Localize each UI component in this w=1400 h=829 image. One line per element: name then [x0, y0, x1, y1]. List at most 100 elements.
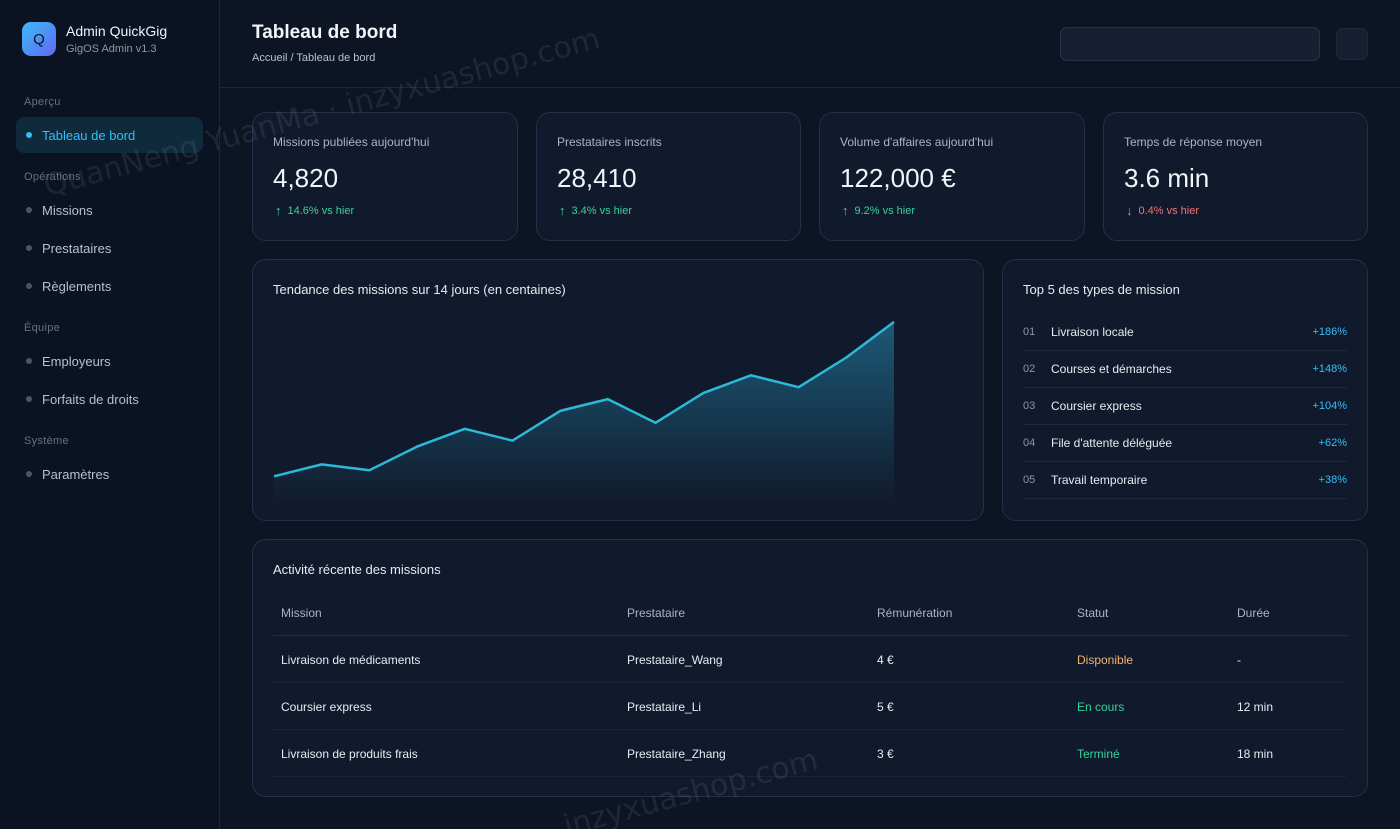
arrow-up-icon: ↑: [275, 203, 282, 218]
breadcrumb[interactable]: Accueil / Tableau de bord: [252, 52, 376, 64]
kpi-card-volume: Volume d'affaires aujourd'hui 122,000 € …: [819, 112, 1085, 241]
activity-card: Activité récente des missions Mission Pr…: [252, 539, 1368, 797]
cell-remuneration: 3 €: [877, 747, 894, 761]
kpi-change-text: 14.6% vs hier: [287, 204, 355, 217]
bullet-icon: [26, 358, 32, 364]
type-growth: +62%: [1318, 437, 1347, 449]
bullet-icon: [26, 471, 32, 477]
type-name: Travail temporaire: [1051, 473, 1148, 487]
sidebar-item-parametres[interactable]: Paramètres: [16, 456, 203, 492]
status-badge: En cours: [1077, 700, 1125, 714]
cell-prestataire: Prestataire_Li: [627, 700, 702, 714]
trend-chart: [273, 320, 895, 505]
kpi-value: 4,820: [273, 163, 339, 193]
sidebar-item-label: Règlements: [42, 278, 112, 294]
column-header-mission[interactable]: Mission: [281, 606, 322, 620]
kpi-change-text: 3.4% vs hier: [571, 204, 633, 217]
list-item[interactable]: 05 Travail temporaire +38%: [1023, 462, 1347, 499]
cell-mission: Coursier express: [281, 700, 372, 714]
kpi-label: Temps de réponse moyen: [1124, 135, 1263, 149]
kpi-label: Missions publiées aujourd'hui: [273, 135, 430, 149]
status-badge: Terminé: [1077, 747, 1120, 761]
column-header-statut[interactable]: Statut: [1077, 606, 1109, 620]
sidebar-item-label: Prestataires: [42, 240, 112, 256]
arrow-down-icon: ↓: [1126, 203, 1133, 218]
cell-remuneration: 5 €: [877, 700, 894, 714]
type-name: File d'attente déléguée: [1051, 436, 1173, 450]
column-header-remuneration[interactable]: Rémunération: [877, 606, 953, 620]
cell-mission: Livraison de médicaments: [281, 653, 421, 667]
kpi-value: 3.6 min: [1124, 163, 1210, 193]
search-input[interactable]: [1060, 27, 1320, 61]
column-header-prestataire[interactable]: Prestataire: [627, 606, 686, 620]
bullet-icon: [26, 207, 32, 213]
type-name: Coursier express: [1051, 399, 1142, 413]
page-header: Tableau de bord Accueil / Tableau de bor…: [220, 0, 1400, 88]
kpi-change: ↑ 3.4% vs hier: [559, 203, 632, 218]
sidebar-item-tableau-de-bord[interactable]: Tableau de bord: [16, 117, 203, 153]
list-item[interactable]: 04 File d'attente déléguée +62%: [1023, 425, 1347, 462]
sidebar: Q Admin QuickGig GigOS Admin v1.3 Aperçu…: [0, 0, 220, 829]
cell-mission: Livraison de produits frais: [281, 747, 418, 761]
nav-section-apercu: Aperçu: [24, 96, 61, 108]
status-badge: Disponible: [1077, 653, 1134, 667]
header-action-button[interactable]: [1336, 28, 1368, 60]
activity-title: Activité récente des missions: [273, 562, 441, 577]
sidebar-item-label: Missions: [42, 202, 93, 218]
type-name: Livraison locale: [1051, 325, 1134, 339]
sidebar-item-missions[interactable]: Missions: [16, 192, 203, 228]
type-growth: +186%: [1312, 326, 1347, 338]
rank: 05: [1023, 474, 1036, 486]
type-growth: +38%: [1318, 474, 1347, 486]
sidebar-item-label: Employeurs: [42, 353, 111, 369]
arrow-up-icon: ↑: [559, 203, 566, 218]
brand-subtitle: GigOS Admin v1.3: [66, 43, 157, 55]
page-title: Tableau de bord: [252, 22, 398, 43]
sidebar-item-forfaits-de-droits[interactable]: Forfaits de droits: [16, 381, 203, 417]
trend-line: [273, 320, 895, 478]
type-growth: +148%: [1312, 363, 1347, 375]
kpi-change: ↓ 0.4% vs hier: [1126, 203, 1199, 218]
cell-duree: 12 min: [1237, 700, 1274, 714]
nav-section-operations: Opérations: [24, 171, 81, 183]
brand[interactable]: Q Admin QuickGig GigOS Admin v1.3: [22, 22, 167, 56]
rank: 01: [1023, 326, 1036, 338]
list-item[interactable]: 02 Courses et démarches +148%: [1023, 351, 1347, 388]
kpi-value: 122,000 €: [840, 163, 956, 193]
kpi-label: Volume d'affaires aujourd'hui: [840, 135, 994, 149]
kpi-card-temps-reponse: Temps de réponse moyen 3.6 min ↓ 0.4% vs…: [1103, 112, 1368, 241]
cell-remuneration: 4 €: [877, 653, 894, 667]
cell-duree: 18 min: [1237, 747, 1274, 761]
kpi-change: ↑ 9.2% vs hier: [842, 203, 915, 218]
bullet-icon: [26, 132, 32, 138]
cell-prestataire: Prestataire_Wang: [627, 653, 723, 667]
rank: 04: [1023, 437, 1036, 449]
kpi-card-prestataires: Prestataires inscrits 28,410 ↑ 3.4% vs h…: [536, 112, 801, 241]
cell-prestataire: Prestataire_Zhang: [627, 747, 726, 761]
arrow-up-icon: ↑: [842, 203, 849, 218]
list-item[interactable]: 03 Coursier express +104%: [1023, 388, 1347, 425]
type-growth: +104%: [1312, 400, 1347, 412]
sidebar-item-label: Forfaits de droits: [42, 391, 139, 407]
table-row[interactable]: Livraison de produits frais Prestataire_…: [273, 730, 1347, 777]
table-row[interactable]: Livraison de médicaments Prestataire_Wan…: [273, 636, 1347, 683]
sidebar-item-reglements[interactable]: Règlements: [16, 268, 203, 304]
top-types-card: Top 5 des types de mission 01 Livraison …: [1002, 259, 1368, 521]
column-header-duree[interactable]: Durée: [1237, 606, 1270, 620]
rank: 03: [1023, 400, 1036, 412]
bullet-icon: [26, 283, 32, 289]
table-row[interactable]: Coursier express Prestataire_Li 5 € En c…: [273, 683, 1347, 730]
sidebar-item-employeurs[interactable]: Employeurs: [16, 343, 203, 379]
kpi-change-text: 0.4% vs hier: [1138, 204, 1200, 217]
sidebar-item-prestataires[interactable]: Prestataires: [16, 230, 203, 266]
top-types-title: Top 5 des types de mission: [1023, 282, 1180, 297]
list-item[interactable]: 01 Livraison locale +186%: [1023, 314, 1347, 351]
kpi-change: ↑ 14.6% vs hier: [275, 203, 354, 218]
bullet-icon: [26, 396, 32, 402]
brand-name: Admin QuickGig: [66, 23, 168, 39]
brand-logo: Q: [22, 22, 56, 56]
kpi-change-text: 9.2% vs hier: [854, 204, 916, 217]
sidebar-item-label: Paramètres: [42, 466, 110, 482]
kpi-value: 28,410: [557, 163, 637, 193]
nav-section-systeme: Système: [24, 435, 69, 447]
